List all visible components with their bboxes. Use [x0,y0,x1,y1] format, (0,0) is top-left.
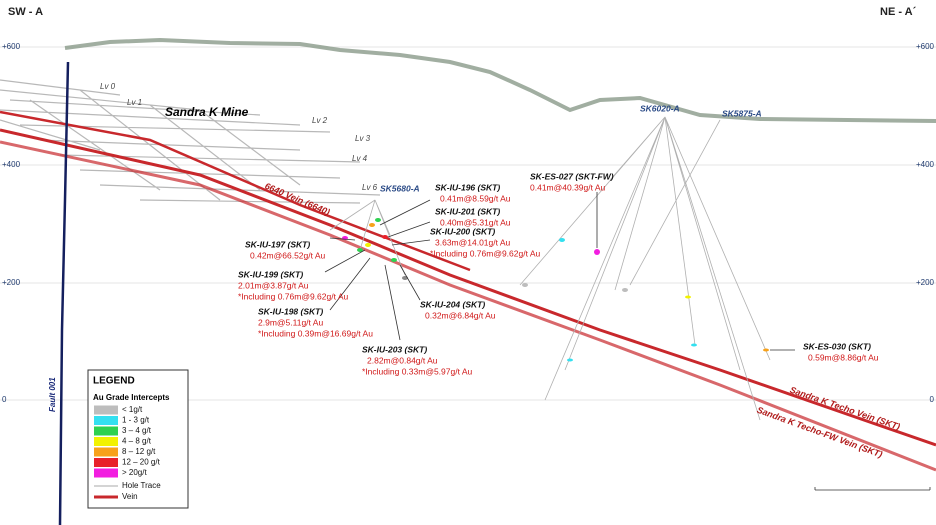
legend-label: 3 – 4 g/t [122,426,152,435]
elevation-label: 0 [930,395,935,404]
intercept-value: 2.01m@3.87g/t Au [238,280,309,290]
collar-label: SK5680-A [380,183,420,193]
scale-bar [814,487,931,491]
level-label: Lv 6 [362,183,378,192]
hole-name: SK-ES-030 (SKT) [803,341,871,351]
hole-name: SK-ES-027 (SKT-FW) [530,171,614,181]
grade-swatch [94,437,118,446]
intercept-value: *Including 0.76m@9.62g/t Au [238,291,349,301]
elevation-label: +400 [916,160,935,169]
legend-label: Vein [122,492,138,501]
legend-label: 1 - 3 g/t [122,416,150,425]
hole-traces [329,116,771,421]
elevation-label: +200 [916,278,935,287]
intercept-value: *Including 0.33m@5.97g/t Au [362,366,473,376]
callout-arrows [324,192,795,351]
level-label: Lv 2 [312,116,328,125]
legend-title: LEGEND [93,376,135,387]
intercepts: SK-IU-196 (SKT)0.41m@8.59g/t Au SK-IU-201… [238,171,879,376]
intercept-value: 2.82m@0.84g/t Au [367,355,438,365]
intercept-value: *Including 0.76m@9.62g/t Au [430,248,541,258]
grade-swatch [94,458,118,467]
intercept-value: 0.32m@6.84g/t Au [425,310,496,320]
elevation-label: +400 [2,160,21,169]
elevation-label: +600 [2,42,21,51]
hole-name: SK-IU-197 (SKT) [245,239,310,249]
elevation-label: +600 [916,42,935,51]
elevation-label: +200 [2,278,21,287]
grade-swatch [94,426,118,436]
collar-label: SK6020-A [640,103,680,113]
hole-name: SK-IU-201 (SKT) [435,206,500,216]
topography [64,37,936,123]
hole-name: SK-IU-203 (SKT) [362,344,427,354]
elevation-label: 0 [2,395,7,404]
legend-label: 8 – 12 g/t [122,447,156,456]
intercept-value: 0.40m@5.31g/t Au [440,217,511,227]
level-label: Lv 3 [355,134,371,143]
intercept-value: 0.42m@66.52g/t Au [250,250,326,260]
level-label: Lv 4 [352,154,368,163]
level-label: Lv 0 [100,82,116,91]
grade-swatch [94,405,118,415]
legend-subtitle: Au Grade Intercepts [93,393,170,402]
legend-label: Hole Trace [122,481,161,490]
intercept-value: 2.9m@5.11g/t Au [258,317,323,327]
intercept-value: 0.41m@8.59g/t Au [440,193,511,203]
level-label: Lv 1 [127,98,142,107]
intercept-value: 0.41m@40.39g/t Au [530,182,606,192]
legend-label: < 1g/t [122,405,143,414]
hole-name: SK-IU-196 (SKT) [435,182,500,192]
hole-name: SK-IU-200 (SKT) [430,226,495,236]
grade-swatch [94,416,118,425]
fault-label: Fault 001 [48,377,57,412]
collar-label: SK5875-A [722,108,762,118]
legend-label: > 20g/t [122,468,147,477]
legend-label: 4 – 8 g/t [122,437,152,446]
legend-label: 12 – 20 g/t [122,458,161,467]
intercept-markers [342,218,769,362]
mine-title: Sandra K Mine [165,105,249,119]
intercept-value: *Including 0.39m@16.69g/t Au [258,328,373,338]
section-left: SW - A [8,6,43,18]
legend: LEGEND Au Grade Intercepts Hole Trace Ve… [87,369,189,509]
intercept-value: 0.59m@8.86g/t Au [808,352,879,362]
hole-name: SK-IU-198 (SKT) [258,306,323,316]
hole-name: SK-IU-204 (SKT) [420,299,485,309]
hole-name: SK-IU-199 (SKT) [238,269,303,279]
fault-trace [58,61,70,525]
grade-swatch [94,468,118,478]
grade-swatch [94,447,118,457]
section-right: NE - A´ [880,6,917,18]
intercept-value: 3.63m@14.01g/t Au [435,237,511,247]
